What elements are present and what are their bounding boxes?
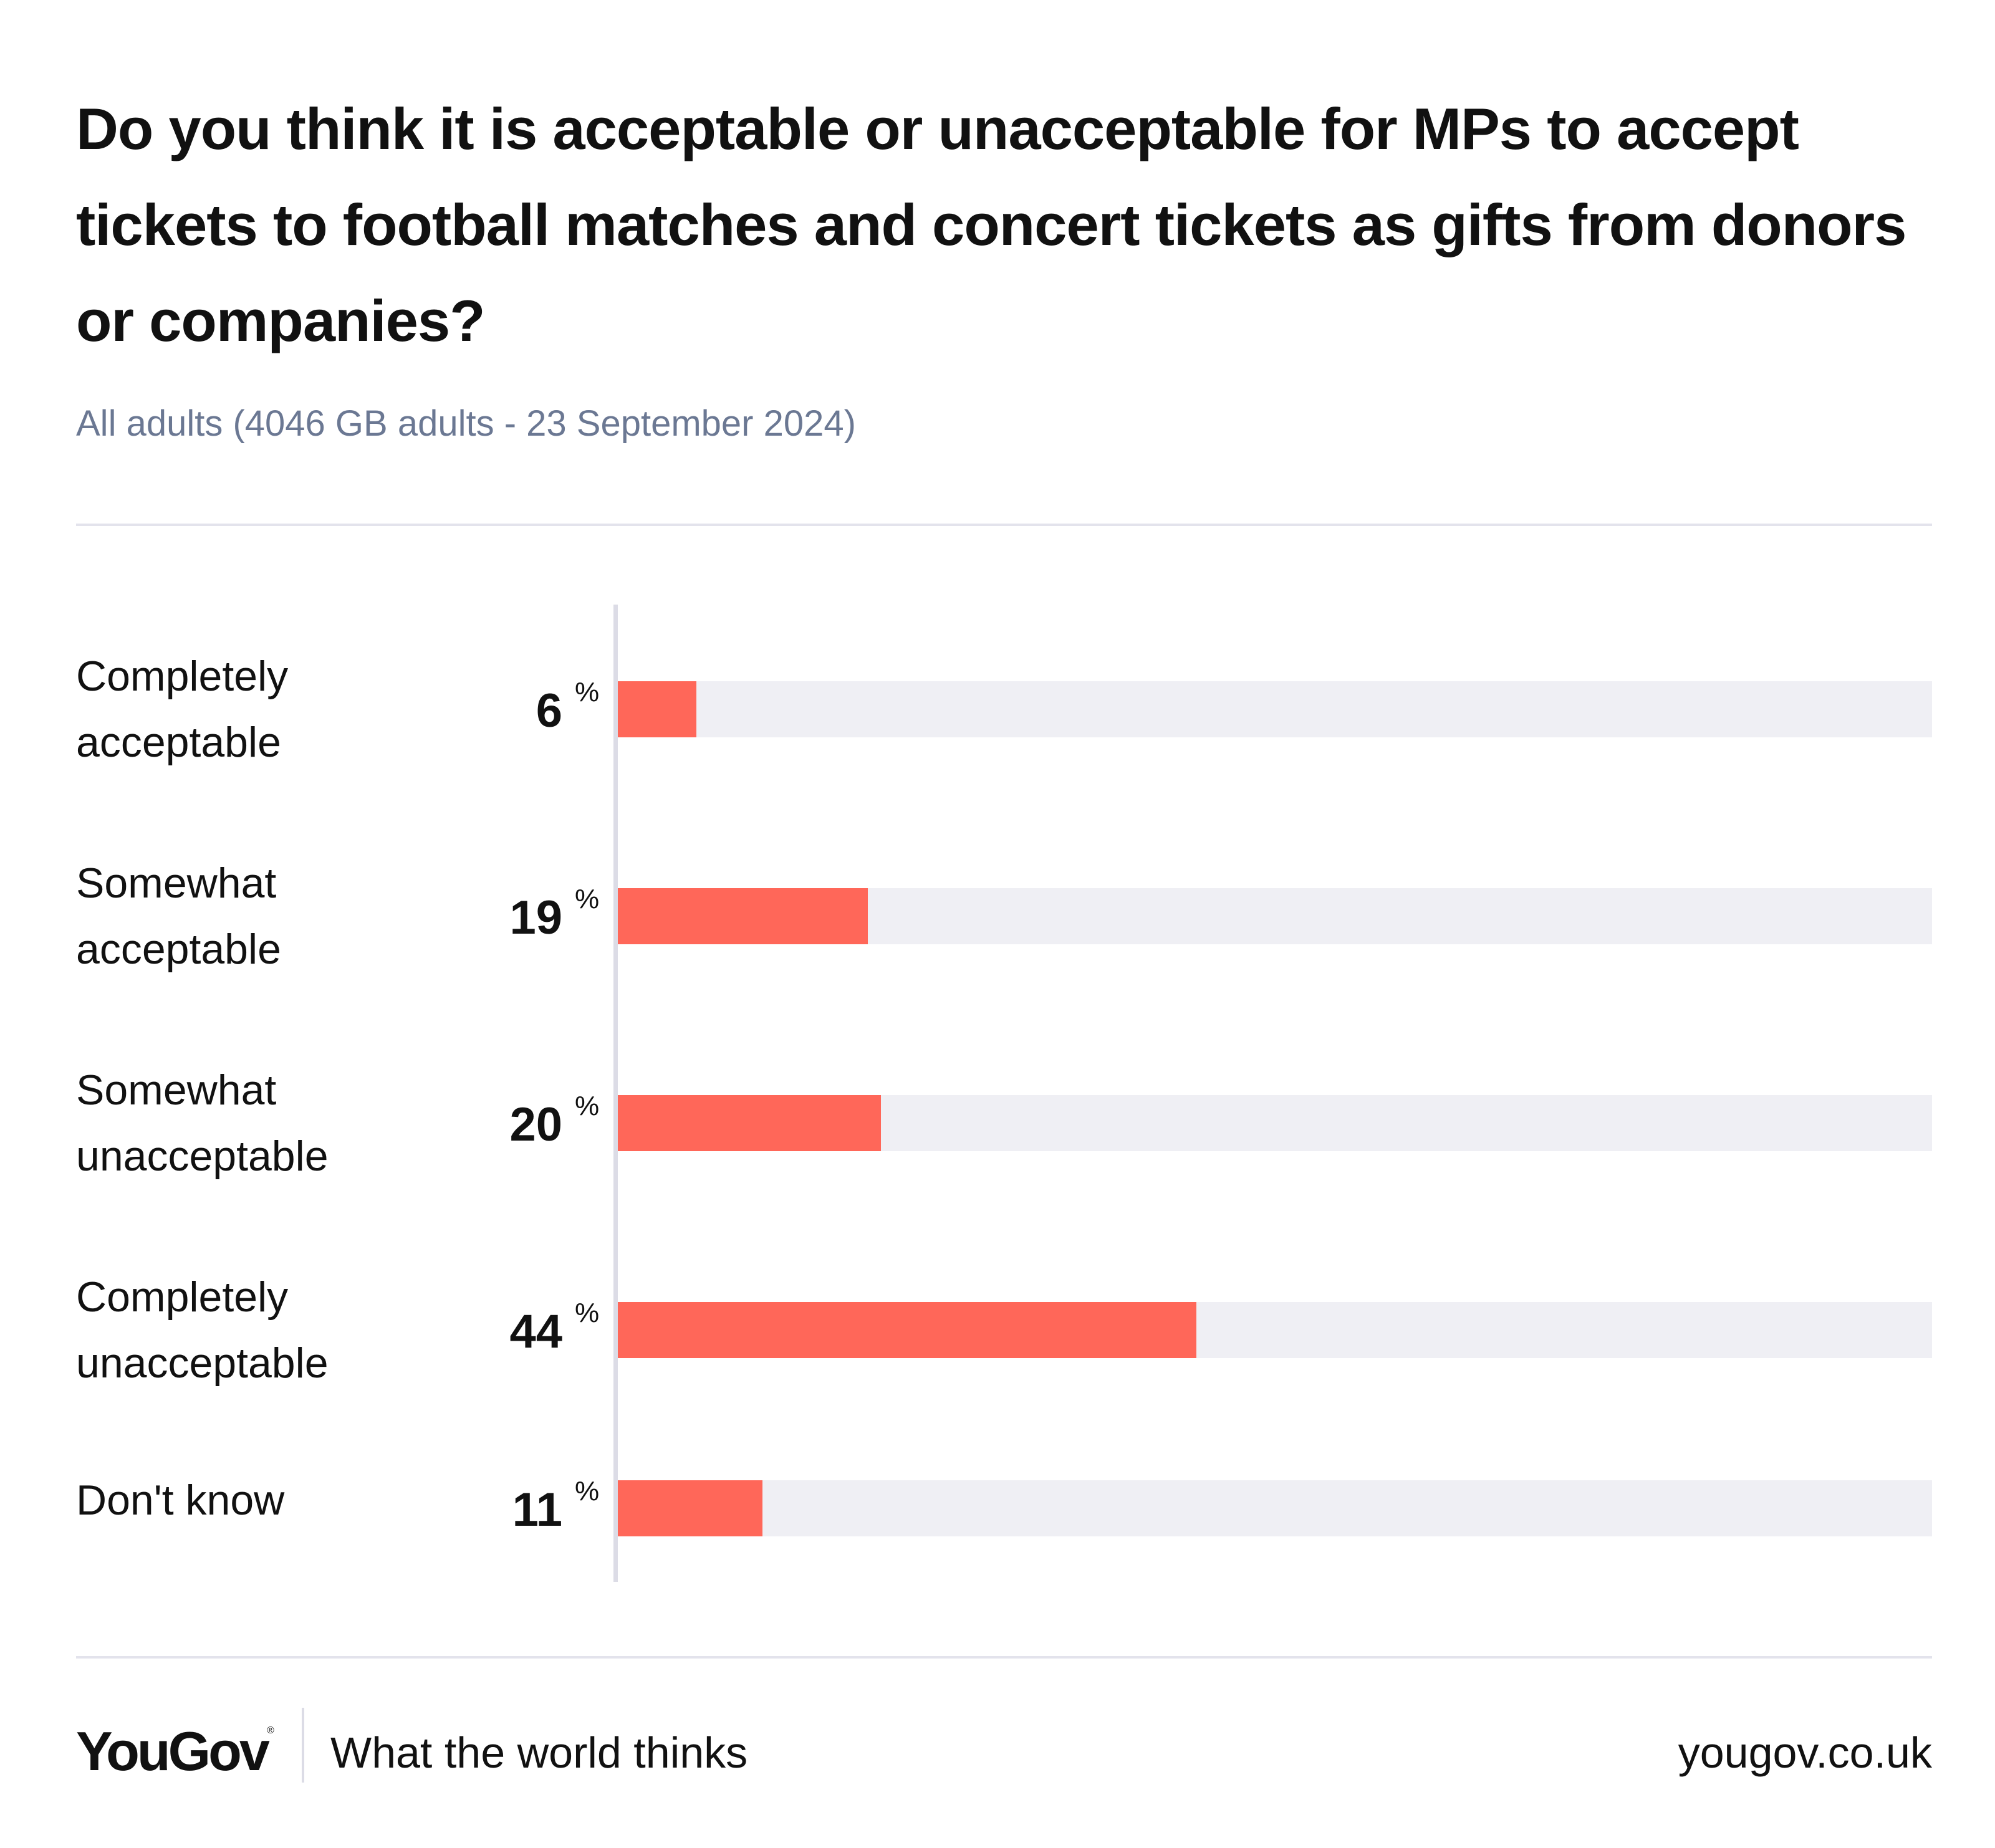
footer: YouGov ® What the world thinks yougov.co… xyxy=(0,1708,1995,1795)
percent-sign: % xyxy=(575,1298,600,1328)
footer-separator xyxy=(302,1708,304,1783)
footer-tagline: What the world thinks xyxy=(330,1728,748,1777)
category-label: Somewhat acceptable xyxy=(76,850,463,982)
category-label: Somewhat unacceptable xyxy=(76,1057,463,1189)
registered-mark: ® xyxy=(267,1725,274,1736)
data-label: 20 xyxy=(509,1098,562,1151)
bar xyxy=(618,1302,1196,1358)
percent-sign: % xyxy=(575,1091,600,1121)
category-label: Completely acceptable xyxy=(76,643,463,775)
percent-sign: % xyxy=(575,1476,600,1506)
bar xyxy=(618,1480,762,1536)
bottom-divider xyxy=(76,1656,1932,1659)
category-label-line: Completely xyxy=(76,653,289,700)
footer-site-link[interactable]: yougov.co.uk xyxy=(1678,1728,1932,1777)
category-label: Completely unacceptable xyxy=(76,1264,463,1396)
data-label: 19 xyxy=(509,891,562,944)
yougov-logo[interactable]: YouGov xyxy=(76,1720,270,1782)
bar xyxy=(618,681,696,737)
category-label-line: acceptable xyxy=(76,719,281,766)
category-label-line: Somewhat xyxy=(76,1066,277,1114)
chart-title: Do you think it is acceptable or unaccep… xyxy=(76,96,1906,353)
bar xyxy=(618,888,868,944)
category-label-line: Completely xyxy=(76,1273,289,1321)
bar-track xyxy=(618,681,1932,737)
category-label: Don't know xyxy=(76,1467,463,1533)
percent-sign: % xyxy=(575,884,600,914)
top-divider xyxy=(76,524,1932,526)
bar xyxy=(618,1095,881,1151)
chart-subtitle: All adults (4046 GB adults - 23 Septembe… xyxy=(76,403,856,444)
data-label: 6 xyxy=(536,684,562,737)
category-label-line: unacceptable xyxy=(76,1339,329,1387)
data-label: 44 xyxy=(509,1305,562,1358)
category-label-line: Somewhat xyxy=(76,859,277,907)
data-label: 11 xyxy=(512,1483,562,1536)
category-label-line: acceptable xyxy=(76,926,281,973)
category-label-line: Don't know xyxy=(76,1477,285,1524)
bar-track xyxy=(618,1480,1932,1536)
chart-axis-line xyxy=(613,605,618,1582)
category-label-line: unacceptable xyxy=(76,1132,329,1180)
percent-sign: % xyxy=(575,677,600,707)
